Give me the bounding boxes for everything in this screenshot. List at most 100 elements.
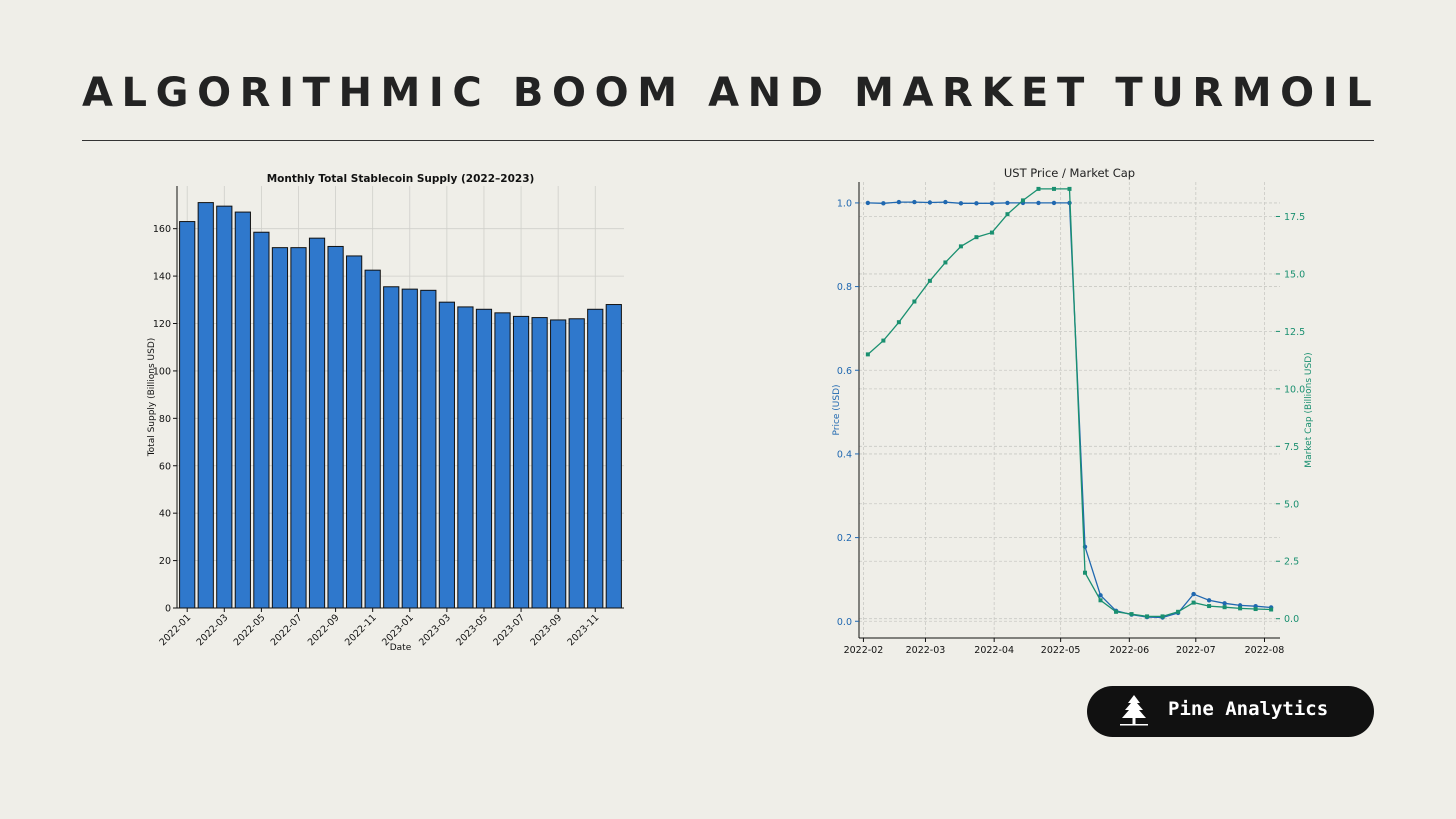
bar [216, 205, 233, 609]
page-title: ALGORITHMIC BOOM AND MARKET TURMOIL [82, 70, 1381, 116]
x-tick-label: 2023-09 [528, 612, 564, 648]
price-point [927, 200, 933, 205]
market-cap-point [865, 352, 870, 357]
bar [253, 231, 270, 609]
x-tick-label: 2022-11 [343, 612, 379, 648]
y-axis-label: Total Supply (Billions USD) [147, 338, 157, 458]
market-cap-point [1160, 614, 1165, 619]
bar [346, 255, 363, 609]
market-cap-point [1145, 614, 1150, 619]
right-y-tick-label: 10.0 [1284, 384, 1305, 395]
price-point [1005, 200, 1010, 206]
market-cap-point [927, 278, 932, 283]
right-y-tick-label: 15.0 [1284, 269, 1305, 280]
right-y-tick-label: 12.5 [1284, 327, 1305, 338]
y-tick-label: 160 [153, 224, 171, 235]
y-tick-label: 120 [153, 319, 171, 330]
price-series-line [867, 201, 1272, 619]
price-point [1222, 601, 1227, 606]
y-tick-label: 60 [159, 461, 171, 472]
bar [234, 211, 251, 609]
x-tick-label: 2022-06 [1109, 645, 1149, 656]
title-divider [82, 140, 1374, 141]
right-y-tick-label: 0.0 [1284, 614, 1299, 625]
left-y-tick-label: 0.8 [837, 282, 852, 293]
market-cap-point [1253, 607, 1258, 612]
x-tick-label: 2023-05 [454, 612, 490, 648]
y-tick-label: 20 [159, 556, 171, 567]
y-tick-label: 40 [159, 509, 171, 520]
left-y-tick-label: 0.2 [837, 533, 852, 544]
y-tick-label: 100 [153, 366, 171, 377]
market-cap-point [1098, 598, 1103, 603]
price-point [1036, 200, 1041, 206]
price-point [958, 201, 964, 206]
bar [401, 288, 418, 609]
left-y-tick-label: 0.6 [837, 366, 852, 377]
market-cap-point [1222, 605, 1227, 610]
market-cap-point [1207, 604, 1212, 609]
y-tick-label: 140 [153, 272, 171, 283]
bar [494, 312, 511, 609]
price-point [865, 200, 871, 206]
market-cap-point [958, 244, 963, 249]
x-tick-label: 2022-04 [974, 645, 1014, 656]
price-point [974, 201, 979, 206]
x-tick-label: 2022-02 [844, 645, 884, 656]
brand-name: Pine Analytics [1168, 698, 1329, 720]
market-cap-point [974, 235, 979, 240]
right-y-tick-label: 17.5 [1284, 212, 1305, 223]
bar [475, 308, 493, 609]
price-point [1191, 591, 1196, 597]
market-cap-point [989, 230, 994, 235]
x-tick-label: 2022-01 [157, 612, 193, 648]
right-y-tick-label: 5.0 [1284, 499, 1299, 510]
x-tick-label: 2022-07 [269, 612, 305, 648]
right-y-axis-label: Market Cap (Billions USD) [1304, 352, 1314, 467]
x-tick-label: 2022-09 [306, 612, 342, 648]
market-cap-series-line [867, 188, 1272, 618]
market-cap-point [1269, 607, 1274, 612]
bar [179, 221, 196, 609]
y-tick-label: 0 [165, 604, 171, 615]
market-cap-point [1067, 186, 1072, 191]
bar [587, 308, 604, 609]
bar [290, 247, 307, 609]
x-tick-label: 2022-03 [906, 645, 946, 656]
x-tick-label: 2022-08 [1245, 645, 1285, 656]
chart-title: UST Price / Market Cap [1004, 166, 1135, 180]
left-y-tick-label: 1.0 [837, 198, 852, 209]
market-cap-point [943, 260, 948, 265]
market-cap-point [1176, 609, 1181, 614]
bar [512, 315, 530, 609]
x-tick-label: 2022-07 [1176, 645, 1216, 656]
bar [308, 237, 326, 609]
market-cap-point [1114, 609, 1119, 614]
price-point [989, 201, 995, 206]
price-point [896, 199, 902, 205]
x-axis-label: Date [390, 643, 412, 653]
x-tick-label: 2023-11 [566, 612, 602, 648]
price-point [1206, 598, 1212, 603]
bar [568, 318, 585, 609]
price-point [943, 199, 948, 205]
market-cap-point [1020, 198, 1025, 203]
pine-tree-icon [1120, 695, 1148, 726]
bar [531, 317, 548, 609]
left-y-tick-label: 0.4 [837, 449, 852, 460]
bar [197, 202, 214, 609]
market-cap-point [881, 338, 886, 343]
price-point [912, 199, 917, 205]
x-tick-label: 2023-07 [491, 612, 527, 648]
bar [383, 286, 400, 609]
right-y-tick-label: 7.5 [1284, 442, 1299, 453]
market-cap-point [1191, 600, 1196, 605]
left-y-tick-label: 0.0 [837, 617, 852, 628]
left-y-axis-label: Price (USD) [832, 384, 842, 435]
market-cap-point [1036, 186, 1041, 191]
price-point [1098, 593, 1103, 598]
x-tick-label: 2022-05 [1041, 645, 1081, 656]
market-cap-point [1005, 212, 1010, 217]
brand-badge: Pine Analytics [1087, 686, 1374, 737]
